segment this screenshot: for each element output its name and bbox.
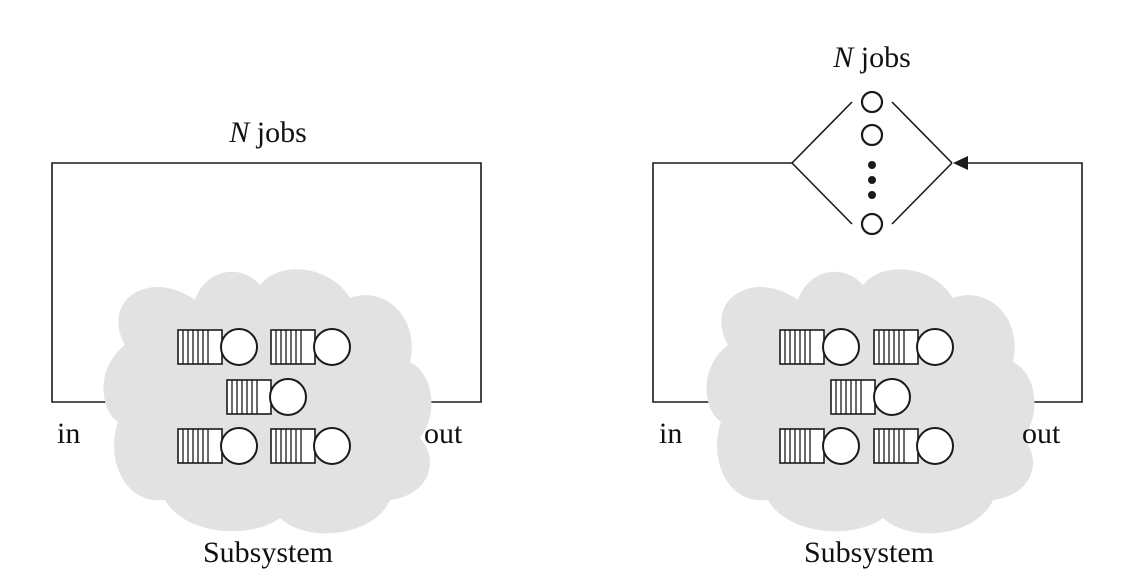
left-n-variable: N — [228, 116, 251, 149]
ellipsis-dot-3 — [868, 191, 876, 199]
left-top-label: N jobs — [228, 116, 307, 149]
right-queue-station-5 — [873, 427, 954, 465]
svg-text:N jobs: N jobs — [228, 116, 307, 149]
right-diagram: N jobs in out Subsystem — [652, 41, 1083, 569]
left-queue-station-3 — [226, 378, 307, 416]
right-top-label: N jobs — [832, 41, 911, 74]
left-queue-station-1 — [177, 328, 258, 366]
right-out-label: out — [1022, 417, 1061, 450]
right-jobs-text: jobs — [853, 41, 911, 74]
right-in-label: in — [659, 417, 682, 450]
right-queue-station-2 — [873, 328, 954, 366]
right-queue-station-4 — [779, 427, 860, 465]
right-subsystem-label: Subsystem — [804, 536, 934, 569]
ellipsis-dot-2 — [868, 176, 876, 184]
left-out-label: out — [424, 417, 463, 450]
delay-server-n — [860, 212, 884, 236]
delay-server-1 — [860, 90, 884, 114]
ellipsis-dot-1 — [868, 161, 876, 169]
svg-text:N jobs: N jobs — [832, 41, 911, 74]
left-in-label: in — [57, 417, 80, 450]
left-diagram: N jobs in out Subsystem — [51, 116, 482, 569]
right-delay-arrowhead — [953, 156, 968, 170]
left-jobs-text: jobs — [249, 116, 307, 149]
right-queue-station-1 — [779, 328, 860, 366]
right-feed-path — [652, 162, 792, 403]
delay-station — [791, 90, 953, 236]
left-queue-station-4 — [177, 427, 258, 465]
left-queue-station-5 — [270, 427, 351, 465]
right-n-variable: N — [832, 41, 855, 74]
right-return-path — [968, 162, 1083, 403]
left-feedback-loop — [51, 162, 482, 403]
delay-server-2 — [860, 123, 884, 147]
left-queue-station-2 — [270, 328, 351, 366]
left-subsystem-label: Subsystem — [203, 536, 333, 569]
right-queue-station-3 — [830, 378, 911, 416]
